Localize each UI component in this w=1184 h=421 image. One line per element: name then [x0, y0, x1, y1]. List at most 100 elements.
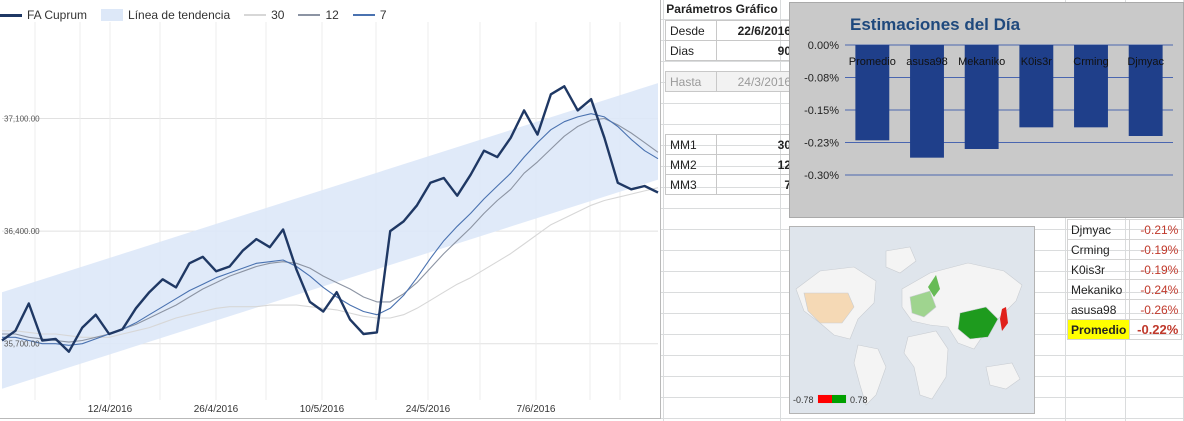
est-y-tick-label: -0.30%	[804, 170, 839, 182]
estimate-value: -0.19%	[1129, 239, 1183, 260]
param-label-mm3: MM3	[665, 174, 717, 195]
estimate-row: K0is3r -0.19%	[1066, 259, 1183, 280]
legend-item-mm30: 30	[244, 8, 284, 22]
est-bar	[1019, 45, 1054, 128]
estimate-name: asusa98	[1066, 299, 1131, 320]
price-chart-svg: 37,100.00 36,400.00 35,700.00 12/4/2016 26/4…	[1, 22, 659, 415]
param-label-hasta: Hasta	[665, 71, 717, 92]
legend-swatch-trend	[101, 9, 124, 21]
price-line	[1, 85, 659, 353]
map-china-region	[957, 306, 999, 340]
y-tick-label: 35,700.00	[4, 340, 40, 349]
map-usa-region	[803, 292, 855, 324]
legend-item-trend: Línea de tendencia	[101, 8, 230, 22]
estimate-name: K0is3r	[1066, 259, 1131, 280]
estimate-value: -0.24%	[1129, 279, 1183, 300]
param-row-hasta: Hasta 24/3/2016	[665, 71, 796, 92]
legend-label-trend: Línea de tendencia	[128, 8, 231, 22]
param-row-mm2: MM2 12	[665, 154, 796, 175]
x-tick-label: 26/4/2016	[194, 404, 239, 415]
estimate-value: -0.21%	[1129, 219, 1183, 240]
est-bar	[964, 45, 999, 149]
trend-band	[2, 83, 658, 389]
estimate-row: Mekaniko -0.24%	[1066, 279, 1183, 300]
average-label: Promedio	[1066, 319, 1131, 340]
est-category-label: Mekaniko	[958, 56, 1005, 68]
estimates-chart-svg: 0.00% -0.08% -0.15% -0.23% -0.30% Promedio asu…	[804, 40, 1173, 182]
estimate-row: Crming -0.19%	[1066, 239, 1183, 260]
estimate-name: Crming	[1066, 239, 1131, 260]
params-table-top: Desde 22/6/2016 Dias 90	[665, 20, 796, 61]
estimate-value: -0.19%	[1129, 259, 1183, 280]
est-y-tick-label: -0.23%	[804, 138, 839, 150]
param-row-mm3: MM3 7	[665, 174, 796, 195]
legend-label-mm30: 30	[271, 8, 285, 22]
estimate-row: asusa98 -0.26%	[1066, 299, 1183, 320]
est-bar	[855, 45, 890, 141]
map-scandinavia-region	[928, 275, 940, 297]
estimates-chart-title: Estimaciones del Día	[850, 15, 1021, 34]
est-y-tick-label: -0.08%	[804, 73, 839, 85]
estimates-chart: Estimaciones del Día 0.00% -0.08% -0.15% -0…	[789, 2, 1184, 218]
estimates-table: Djmyac -0.21% Crming -0.19% K0is3r -0.19…	[1066, 219, 1183, 340]
estimate-value: -0.26%	[1129, 299, 1183, 320]
param-value-mm2[interactable]: 12	[716, 154, 796, 175]
map-japan-region	[1000, 307, 1008, 331]
est-bar	[910, 45, 944, 158]
estimate-row: Djmyac -0.21%	[1066, 219, 1183, 240]
est-y-tick-label: 0.00%	[808, 40, 839, 52]
y-tick-label: 37,100.00	[4, 114, 40, 123]
param-label-dias: Dias	[665, 40, 717, 61]
params-table-mm: MM1 30 MM2 12 MM3 7	[665, 134, 796, 195]
legend-label-mm12: 12	[325, 8, 339, 22]
world-map-svg: -0.78 0.78	[793, 246, 1023, 406]
average-row: Promedio -0.22%	[1066, 319, 1183, 340]
legend-item-mm12: 12	[298, 8, 339, 22]
chart-legend: FA Cuprum Línea de tendencia 30 12 7	[0, 6, 401, 24]
est-bar	[1128, 45, 1163, 136]
average-value: -0.22%	[1129, 319, 1183, 340]
legend-item-cuprum: FA Cuprum	[0, 8, 87, 22]
map-scale-max: 0.78	[850, 395, 868, 405]
est-category-label: Promedio	[849, 56, 896, 68]
param-label-mm1: MM1	[665, 134, 717, 155]
est-bar	[1074, 45, 1108, 128]
est-category-label: Djmyac	[1127, 56, 1164, 68]
x-tick-label: 24/5/2016	[406, 404, 451, 415]
map-scale-min: -0.78	[793, 395, 814, 405]
x-tick-label: 7/6/2016	[517, 404, 556, 415]
map-australia	[985, 362, 1021, 390]
est-y-tick-label: -0.15%	[804, 105, 839, 117]
estimate-name: Mekaniko	[1066, 279, 1131, 300]
params-table-hasta: Hasta 24/3/2016	[665, 71, 796, 92]
world-map: -0.78 0.78	[789, 226, 1035, 414]
legend-swatch-mm12	[298, 14, 321, 16]
map-africa	[903, 330, 949, 400]
estimate-name: Djmyac	[1066, 219, 1131, 240]
param-value-desde[interactable]: 22/6/2016	[716, 20, 796, 41]
legend-swatch-mm30	[244, 14, 267, 16]
x-tick-label: 12/4/2016	[88, 404, 133, 415]
legend-swatch-mm7	[352, 14, 375, 16]
param-row-mm1: MM1 30	[665, 134, 796, 155]
price-chart: 37,100.00 36,400.00 35,700.00 12/4/2016 26/4…	[0, 0, 661, 419]
legend-label-mm7: 7	[379, 8, 387, 22]
param-label-mm2: MM2	[665, 154, 717, 175]
param-value-hasta: 24/3/2016	[716, 71, 796, 92]
param-label-desde: Desde	[665, 20, 717, 41]
map-europe-region	[909, 290, 937, 318]
param-row-desde: Desde 22/6/2016	[665, 20, 796, 41]
param-value-mm3[interactable]: 7	[716, 174, 796, 195]
map-scale-low-swatch	[818, 395, 832, 403]
mm30-line	[2, 187, 659, 338]
params-title: Parámetros Gráfico	[666, 2, 778, 16]
legend-swatch-cuprum	[0, 13, 22, 17]
est-category-label: asusa98	[906, 56, 948, 68]
param-value-dias[interactable]: 90	[716, 40, 796, 61]
legend-label-cuprum: FA Cuprum	[27, 8, 88, 22]
y-tick-label: 36,400.00	[4, 227, 40, 236]
param-value-mm1[interactable]: 30	[716, 134, 796, 155]
est-category-label: Crming	[1073, 56, 1108, 68]
map-south-america	[853, 344, 887, 406]
x-tick-label: 10/5/2016	[300, 404, 345, 415]
